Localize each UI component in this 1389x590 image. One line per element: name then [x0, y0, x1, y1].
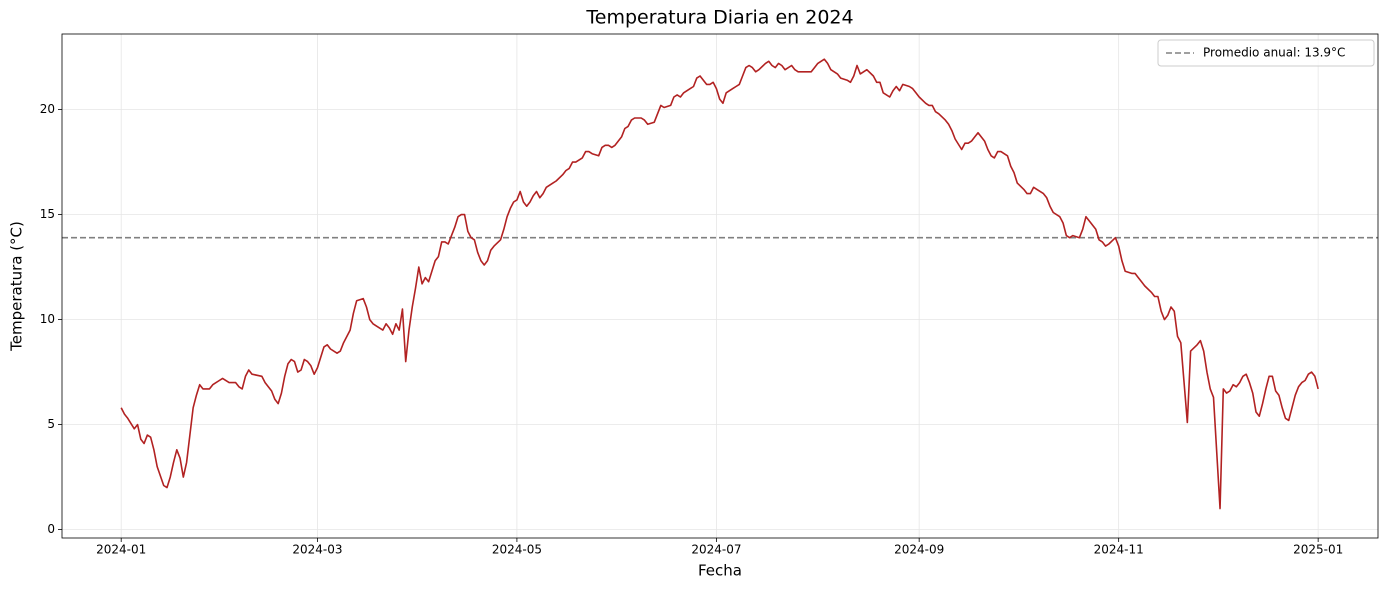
- x-axis-label: Fecha: [698, 562, 742, 580]
- y-tick-label: 5: [47, 417, 55, 431]
- x-tick-label: 2024-11: [1094, 543, 1144, 557]
- chart-title: Temperatura Diaria en 2024: [585, 7, 853, 29]
- y-tick-label: 15: [40, 207, 55, 221]
- y-tick-label: 20: [40, 102, 55, 116]
- x-tick-label: 2024-01: [96, 543, 146, 557]
- data-line: [120, 58, 1319, 510]
- x-tick-label: 2024-07: [691, 543, 741, 557]
- x-tick-label: 2025-01: [1293, 543, 1343, 557]
- plot-frame: [61, 33, 1379, 539]
- x-tick-label: 2024-09: [894, 543, 944, 557]
- y-tick-label: 10: [40, 312, 55, 326]
- x-tick-label: 2024-05: [492, 543, 542, 557]
- legend-box: [1157, 39, 1375, 67]
- y-tick-label: 0: [47, 522, 55, 536]
- legend-label: Promedio anual: 13.9°C: [1203, 46, 1345, 60]
- x-tick-label: 2024-03: [292, 543, 342, 557]
- y-axis-label: Temperatura (°C): [8, 221, 26, 352]
